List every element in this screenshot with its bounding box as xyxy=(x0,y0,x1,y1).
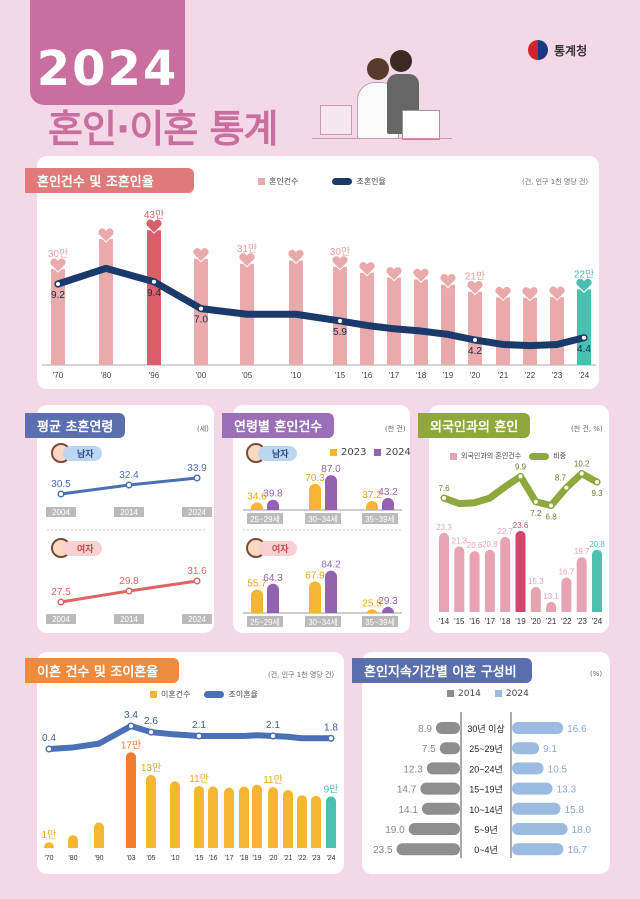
agegroup-panel xyxy=(233,405,410,633)
legend-item: 2024 xyxy=(374,447,411,458)
age-title: 평균 초혼연령 xyxy=(25,413,126,438)
duration-title: 혼인지속기간별 이혼 구성비 xyxy=(352,658,532,683)
agency-logo: 통계청 xyxy=(528,40,587,60)
legend-item: 2023 xyxy=(330,447,366,458)
year-label: 2024 xyxy=(36,41,179,97)
divorce-unit: (건, 인구 1천 명당 건) xyxy=(268,671,335,679)
agegroup-legend: 2023 2024 xyxy=(330,447,411,458)
age-panel xyxy=(37,405,214,633)
foreign-panel xyxy=(429,405,609,633)
agegroup-title: 연령별 혼인건수 xyxy=(222,413,335,438)
agegroup-male-tag: 남자 xyxy=(246,443,297,463)
foreign-title: 외국인과의 혼인 xyxy=(418,413,531,438)
divorce-legend: 이혼건수 조이혼율 xyxy=(150,689,258,700)
legend-item: 2014 xyxy=(447,689,481,699)
marriage-title: 혼인건수 및 조혼인율 xyxy=(25,168,194,193)
marriage-legend: 혼인건수 조혼인율 xyxy=(258,176,386,187)
duration-unit: (%) xyxy=(590,670,603,678)
duration-panel xyxy=(362,652,610,874)
legend-item: 조혼인율 xyxy=(332,176,386,187)
age-unit: (세) xyxy=(197,425,209,433)
page-title: 혼인·이혼 통계 xyxy=(48,107,278,151)
legend-item: 조이혼율 xyxy=(204,689,258,700)
taegeuk-logo-icon xyxy=(528,40,548,60)
duration-legend: 2014 2024 xyxy=(447,689,529,699)
age-male-tag: 남자 xyxy=(51,443,102,463)
legend-item: 2024 xyxy=(494,689,529,699)
marriage-unit: (건, 인구 1천 명당 건) xyxy=(522,178,589,186)
year-tab: 2024 xyxy=(30,0,185,105)
agegroup-unit: (천 건) xyxy=(385,425,406,433)
agegroup-female-tag: 여자 xyxy=(246,538,297,558)
foreign-unit: (천 건, %) xyxy=(571,425,603,433)
legend-item: 혼인건수 xyxy=(258,176,298,187)
couple-illustration xyxy=(312,50,452,145)
foreign-legend: 외국인과의 혼인건수 비중 xyxy=(450,451,566,461)
legend-item: 이혼건수 xyxy=(150,689,190,700)
legend-item: 비중 xyxy=(529,451,566,461)
legend-item: 외국인과의 혼인건수 xyxy=(450,451,521,461)
divorce-title: 이혼 건수 및 조이혼율 xyxy=(25,658,179,683)
agency-name: 통계청 xyxy=(554,43,588,58)
age-female-tag: 여자 xyxy=(51,538,102,558)
divorce-panel xyxy=(37,652,344,874)
